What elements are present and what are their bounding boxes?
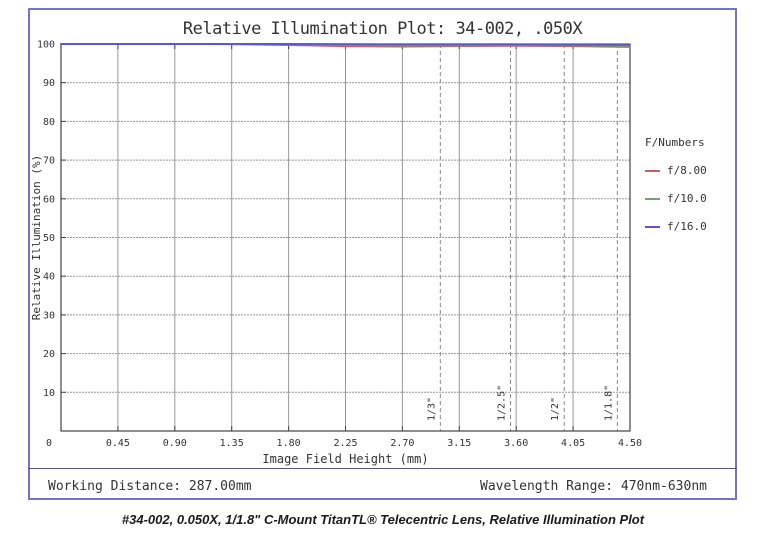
svg-text:0.90: 0.90 xyxy=(163,438,187,449)
legend-item-f16: f/16.0 xyxy=(645,220,707,233)
svg-text:Image Field Height (mm): Image Field Height (mm) xyxy=(262,452,428,466)
svg-text:80: 80 xyxy=(43,117,55,128)
svg-text:1/2": 1/2" xyxy=(550,397,561,421)
plot-frame: Relative Illumination Plot: 34-002, .050… xyxy=(28,8,737,500)
legend-label: f/10.0 xyxy=(667,192,707,205)
svg-text:4.50: 4.50 xyxy=(618,438,642,449)
legend-item-f8: f/8.00 xyxy=(645,164,707,177)
svg-text:40: 40 xyxy=(43,272,55,283)
svg-text:1/2.5": 1/2.5" xyxy=(497,385,508,421)
svg-text:70: 70 xyxy=(43,156,55,167)
svg-text:1/1.8": 1/1.8" xyxy=(603,385,614,421)
fnumber-legend: F/Numbers f/8.00 f/10.0 f/16.0 xyxy=(645,136,707,233)
legend-item-f10: f/10.0 xyxy=(645,192,707,205)
svg-text:4.05: 4.05 xyxy=(561,438,585,449)
svg-text:10: 10 xyxy=(43,388,55,399)
svg-text:30: 30 xyxy=(43,310,55,321)
svg-text:1.80: 1.80 xyxy=(277,438,301,449)
svg-text:50: 50 xyxy=(43,233,55,244)
svg-text:90: 90 xyxy=(43,78,55,89)
svg-text:Relative Illumination (%): Relative Illumination (%) xyxy=(30,155,43,321)
svg-text:1.35: 1.35 xyxy=(220,438,244,449)
working-distance-text: Working Distance: 287.00mm xyxy=(48,479,252,494)
svg-text:0: 0 xyxy=(46,438,52,449)
svg-text:0.45: 0.45 xyxy=(106,438,130,449)
svg-text:2.70: 2.70 xyxy=(390,438,414,449)
svg-text:1/3": 1/3" xyxy=(426,397,437,421)
legend-label: f/8.00 xyxy=(667,164,707,177)
wavelength-range-text: Wavelength Range: 470nm-630nm xyxy=(480,479,707,494)
svg-text:3.60: 3.60 xyxy=(504,438,528,449)
legend-swatch-green xyxy=(645,197,660,200)
svg-text:100: 100 xyxy=(37,40,55,51)
svg-text:3.15: 3.15 xyxy=(447,438,471,449)
legend-swatch-blue xyxy=(645,225,660,228)
plot-title: Relative Illumination Plot: 34-002, .050… xyxy=(182,19,583,39)
footer-divider xyxy=(28,468,737,469)
chart-canvas: 1/3" 1/2.5" 1/2" 1/1.8" 0 0.45 0.90 1.35 1.80 2.2… xyxy=(30,40,642,467)
svg-text:2.25: 2.25 xyxy=(333,438,357,449)
svg-text:20: 20 xyxy=(43,349,55,360)
legend-title: F/Numbers xyxy=(645,136,705,149)
legend-label: f/16.0 xyxy=(667,220,707,233)
svg-text:60: 60 xyxy=(43,194,55,205)
legend-swatch-red xyxy=(645,169,660,172)
figure-caption: #34-002, 0.050X, 1/1.8" C-Mount TitanTL®… xyxy=(121,512,645,527)
